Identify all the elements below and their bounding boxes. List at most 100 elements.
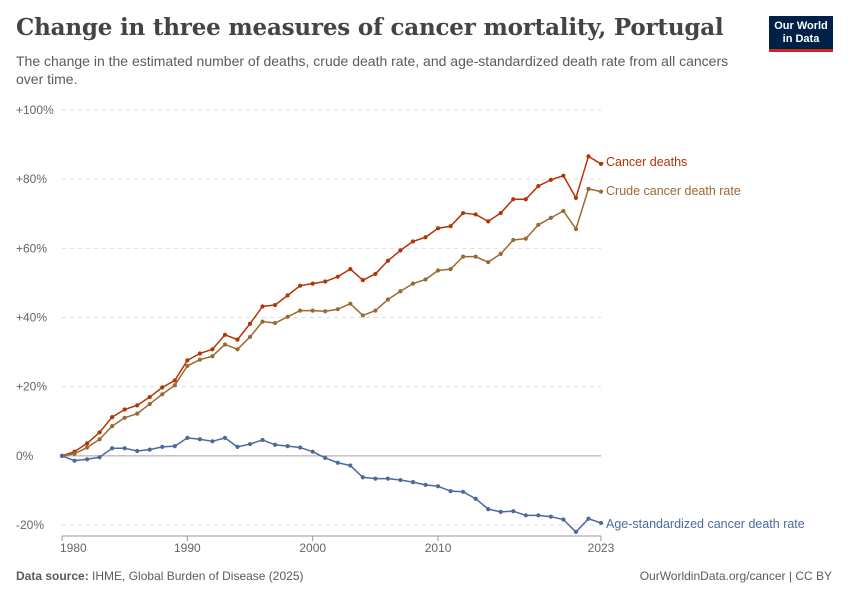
x-tick-label: 2010 bbox=[425, 541, 452, 555]
data-point bbox=[247, 321, 253, 326]
series-label-crude: Crude cancer death rate bbox=[606, 184, 741, 198]
data-point bbox=[310, 449, 315, 454]
data-point bbox=[586, 516, 591, 521]
data-point bbox=[348, 463, 353, 468]
data-point bbox=[448, 266, 453, 272]
chart-title: Change in three measures of cancer morta… bbox=[16, 14, 724, 41]
data-point bbox=[435, 484, 441, 489]
data-point bbox=[122, 446, 127, 451]
data-point bbox=[461, 489, 466, 494]
data-point bbox=[122, 415, 127, 420]
data-point bbox=[285, 314, 290, 319]
data-point bbox=[260, 437, 265, 443]
data-point bbox=[435, 226, 441, 231]
owid-logo[interactable]: Our World in Data bbox=[769, 16, 833, 52]
data-point bbox=[473, 212, 478, 217]
series bbox=[59, 154, 604, 535]
data-source-text: IHME, Global Burden of Disease (2025) bbox=[92, 569, 304, 583]
data-point bbox=[498, 509, 503, 514]
data-point bbox=[410, 239, 416, 244]
y-tick-label: +20% bbox=[16, 380, 47, 394]
data-point bbox=[135, 403, 140, 408]
data-point bbox=[598, 520, 604, 526]
data-point bbox=[486, 219, 491, 224]
data-point bbox=[423, 277, 428, 282]
data-point bbox=[210, 439, 215, 444]
data-point bbox=[272, 302, 278, 308]
data-point bbox=[348, 266, 353, 272]
data-point bbox=[335, 307, 340, 312]
data-point bbox=[97, 430, 102, 435]
data-point bbox=[486, 506, 491, 512]
data-point bbox=[135, 448, 140, 454]
footer-link[interactable]: OurWorldinData.org/cancer | CC BY bbox=[639, 569, 832, 583]
data-point bbox=[310, 281, 315, 286]
data-point bbox=[97, 437, 102, 442]
series-label-deaths: Cancer deaths bbox=[606, 155, 687, 169]
data-point bbox=[498, 251, 503, 256]
data-point bbox=[473, 496, 478, 501]
data-point bbox=[511, 237, 516, 243]
data-point bbox=[398, 477, 403, 483]
data-point bbox=[373, 308, 378, 313]
data-point bbox=[511, 509, 516, 514]
data-point bbox=[222, 332, 228, 337]
data-point bbox=[548, 215, 553, 220]
data-point bbox=[360, 313, 365, 318]
data-point bbox=[235, 444, 240, 449]
data-point bbox=[110, 423, 115, 429]
data-point bbox=[247, 441, 253, 447]
data-point bbox=[110, 446, 115, 451]
data-point bbox=[147, 394, 152, 400]
data-point bbox=[197, 357, 202, 362]
data-point bbox=[272, 320, 278, 326]
data-point bbox=[160, 444, 165, 449]
data-point bbox=[536, 222, 541, 227]
data-point bbox=[298, 445, 303, 450]
series-line-deaths bbox=[61, 155, 602, 457]
data-point bbox=[210, 347, 215, 352]
logo-line-2: in Data bbox=[782, 33, 820, 45]
data-point bbox=[573, 529, 579, 535]
data-point bbox=[235, 347, 240, 352]
chart-subtitle: The change in the estimated number of de… bbox=[16, 53, 729, 87]
data-point bbox=[59, 453, 65, 458]
data-point bbox=[561, 173, 566, 178]
data-point bbox=[247, 334, 253, 339]
series-crude bbox=[59, 186, 604, 458]
data-point bbox=[72, 458, 77, 463]
y-tick-label: +100% bbox=[16, 103, 54, 117]
data-point bbox=[373, 476, 378, 481]
data-point bbox=[536, 513, 541, 518]
data-point bbox=[461, 254, 466, 259]
series-labels: Cancer deaths Crude cancer death rate Age-… bbox=[602, 155, 805, 531]
data-point bbox=[561, 517, 566, 522]
y-tick-label: +80% bbox=[16, 172, 47, 186]
data-point bbox=[573, 226, 579, 232]
data-point bbox=[511, 197, 516, 202]
data-point bbox=[486, 260, 491, 265]
x-tick-label: 2023 bbox=[588, 541, 615, 555]
data-point bbox=[260, 304, 265, 309]
data-point bbox=[160, 392, 165, 397]
data-point bbox=[423, 482, 428, 487]
data-point bbox=[398, 248, 403, 253]
data-point bbox=[598, 161, 604, 167]
y-tick-label: -20% bbox=[16, 518, 44, 532]
data-point bbox=[185, 435, 190, 440]
data-point bbox=[210, 354, 215, 359]
data-point bbox=[385, 297, 391, 302]
data-point bbox=[523, 513, 528, 518]
data-point bbox=[373, 271, 378, 277]
logo-line-1: Our World bbox=[774, 20, 828, 32]
data-point bbox=[272, 442, 278, 447]
data-point bbox=[385, 258, 391, 263]
data-point bbox=[235, 337, 240, 342]
data-point bbox=[172, 383, 177, 388]
data-point bbox=[423, 235, 428, 240]
data-point bbox=[410, 480, 416, 485]
data-point bbox=[586, 154, 591, 159]
data-point bbox=[473, 254, 478, 259]
data-point bbox=[335, 460, 340, 465]
